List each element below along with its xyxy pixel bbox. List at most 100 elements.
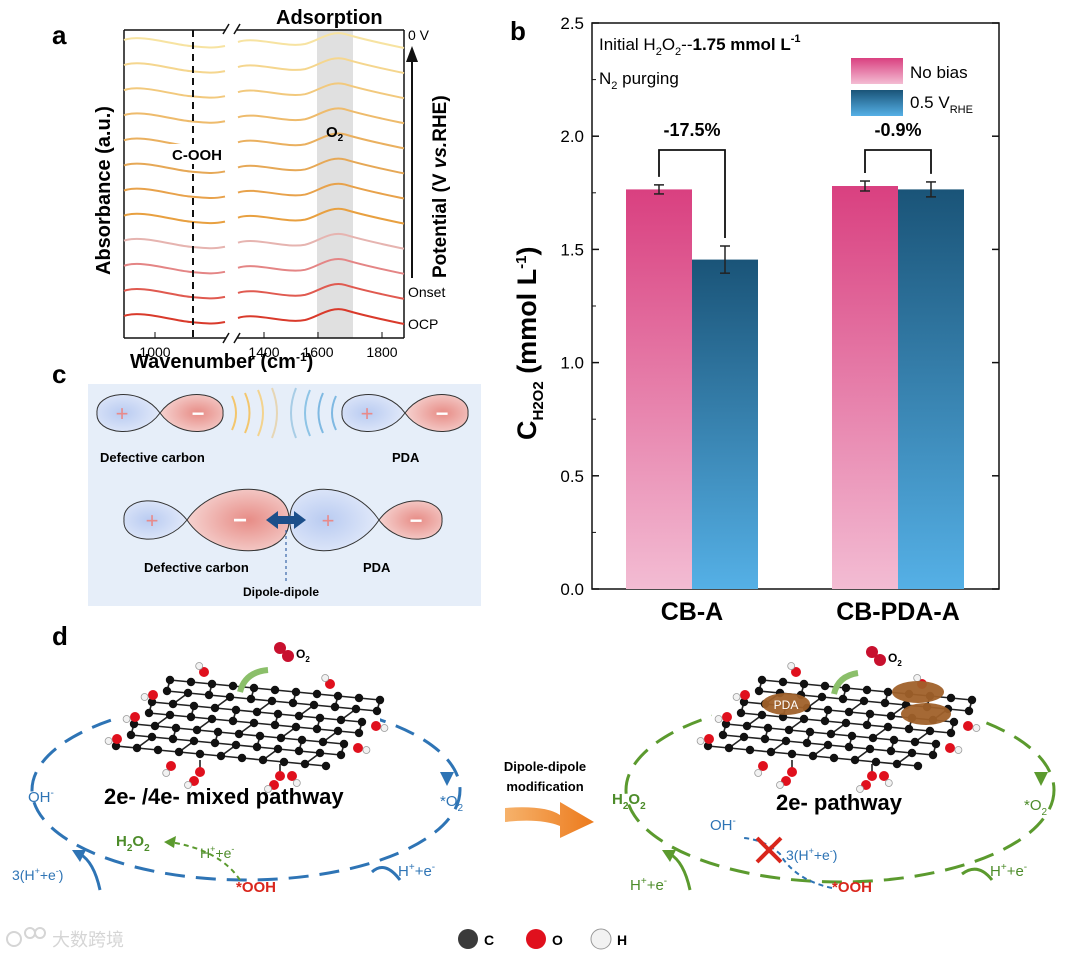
panel-a-xlabel: Wavenumber (cm-1)	[130, 350, 313, 373]
y-tick-label: 1.5	[560, 240, 584, 259]
label-onset: Onset	[408, 284, 445, 300]
y-tick-label: 0.0	[560, 580, 584, 599]
left-oh-label: OH-	[28, 788, 54, 806]
carbon-atom	[967, 695, 977, 705]
carbon-atom	[799, 714, 809, 724]
oxygen-atom	[130, 712, 140, 722]
hydrogen-atom	[380, 724, 389, 732]
bar-cb-pda-a-bias	[898, 189, 964, 590]
carbon-atom	[270, 720, 280, 730]
carbon-atom	[763, 723, 773, 733]
carbon-atom	[820, 716, 830, 726]
spectrum-curve	[123, 288, 226, 300]
panel-label-b: b	[510, 16, 526, 46]
spectrum-curve	[123, 87, 226, 99]
carbon-atom	[808, 751, 818, 761]
carbon-atom	[354, 728, 364, 738]
carbon-atom	[805, 727, 815, 737]
hydrogen-atom	[787, 662, 796, 670]
spectrum-curve	[237, 283, 405, 300]
spectrum-curve	[237, 82, 405, 100]
svg-text:O2: O2	[888, 651, 902, 668]
watermark: 大数跨境	[6, 927, 124, 950]
carbon-atom	[925, 726, 935, 736]
carbon-atom	[189, 736, 199, 746]
svg-text:−: −	[192, 401, 205, 426]
carbon-atom	[300, 759, 310, 769]
carbon-atom	[910, 737, 920, 747]
carbon-atom	[270, 685, 280, 695]
carbon-atom	[799, 679, 809, 689]
carbon-atom	[880, 698, 890, 708]
carbon-atom	[946, 728, 956, 738]
svg-text:O2: O2	[296, 647, 310, 664]
carbon-atom	[315, 713, 325, 723]
hydrogen-atom	[195, 662, 204, 670]
spectrum-curve	[123, 162, 226, 174]
carbon-atom	[297, 735, 307, 745]
carbon-atom	[333, 691, 343, 701]
spectrum-curve	[123, 112, 226, 124]
carbon-atom	[288, 698, 298, 708]
label-ocp: OCP	[408, 316, 438, 332]
carbon-atom	[174, 747, 184, 757]
carbon-atom	[207, 714, 217, 724]
oxygen-atom	[195, 767, 205, 777]
svg-text:−: −	[436, 401, 449, 426]
panel-b-ylabel: CH2O2 (mmol L-1)	[512, 246, 547, 440]
pda-badge: PDA	[774, 698, 799, 712]
hydrogen-atom	[104, 737, 113, 745]
hydrogen-atom	[732, 693, 741, 701]
carbon-atom	[186, 712, 196, 722]
o2-peak-label: O2	[326, 124, 344, 144]
carbon-atom	[889, 735, 899, 745]
oxygen-atom	[112, 734, 122, 744]
hydrogen-atom	[122, 715, 131, 723]
panel-a-tick-1600: 1600	[302, 344, 333, 360]
spectrum-curve	[237, 32, 405, 49]
carbon-atom	[165, 710, 175, 720]
carbon-atom	[871, 757, 881, 767]
y-tick-label: 2.0	[560, 127, 584, 146]
right-h-arrow-2	[669, 852, 692, 891]
oxygen-atom	[787, 767, 797, 777]
x-category-label: CB-A	[661, 598, 724, 626]
carbon-atom	[153, 745, 163, 755]
dipole-pda-top: + −	[341, 394, 469, 432]
spectrum-curve	[237, 132, 405, 150]
carbon-atom	[252, 707, 262, 717]
hydrogen-atom	[776, 781, 784, 789]
carbon-atom	[267, 696, 277, 706]
carbon-atom-legend-icon	[458, 929, 478, 949]
hydrogen-atom	[972, 724, 981, 732]
right-h2o2-label: H2O2	[612, 791, 646, 812]
carbon-atom	[865, 709, 875, 719]
label-0v: 0 V	[408, 27, 430, 43]
dipole-pda-bottom: + −	[289, 488, 443, 552]
carbon-atom	[147, 697, 157, 707]
change-bracket	[658, 149, 726, 239]
oxygen-atom	[353, 743, 363, 753]
carbon-atom	[841, 683, 851, 693]
carbon-atom	[739, 697, 749, 707]
carbon-atom	[276, 733, 286, 743]
left-ooh-label: *OOH	[236, 879, 276, 896]
hydrogen-atom	[856, 785, 864, 793]
carbon-atom	[372, 706, 382, 716]
carbon-atom	[724, 743, 734, 753]
spectrum-curve	[123, 237, 226, 250]
carbon-atom	[336, 715, 346, 725]
oxygen-atom	[166, 761, 176, 771]
carbon-atom	[823, 740, 833, 750]
panel-a-tick-1800: 1800	[366, 344, 397, 360]
spectrum-curve	[123, 313, 226, 325]
oxygen-atom	[722, 712, 732, 722]
hydrogen-atom	[954, 746, 963, 754]
svg-text:+: +	[146, 508, 159, 533]
carbon-atom	[294, 711, 304, 721]
carbon-atom	[760, 734, 770, 744]
left-cycle-arrowhead	[440, 772, 454, 786]
potential-arrow-head	[406, 46, 418, 62]
carbon-atom	[291, 687, 301, 697]
